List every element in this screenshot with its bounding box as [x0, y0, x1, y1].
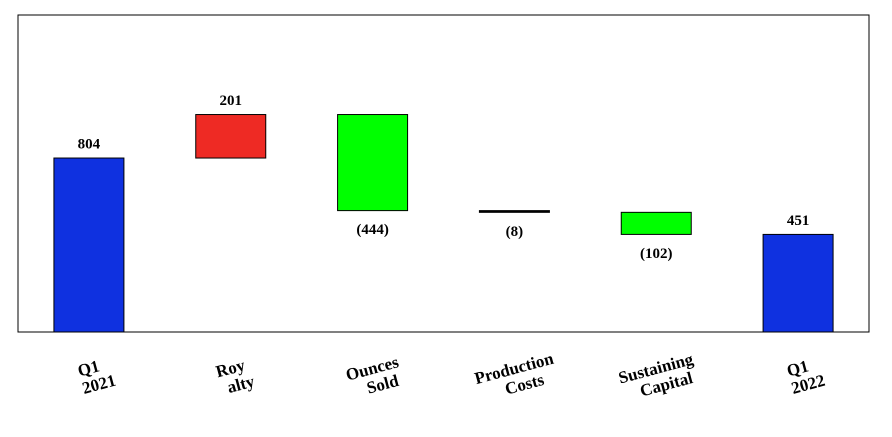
- value-label: 804: [78, 136, 101, 152]
- x-tick-label-line: Q1: [785, 356, 811, 380]
- value-label: (444): [356, 222, 389, 238]
- x-tick-label-line: Q1: [76, 356, 102, 380]
- bar: [762, 233, 834, 333]
- value-label: 451: [787, 213, 810, 229]
- plot-area: [17, 14, 870, 333]
- bar: [620, 211, 692, 235]
- bar: [195, 114, 267, 159]
- bar: [478, 210, 550, 213]
- value-label: (8): [506, 224, 524, 240]
- bar: [53, 157, 125, 333]
- value-label: (102): [640, 246, 673, 262]
- value-label: 201: [220, 93, 243, 109]
- bar: [337, 114, 409, 212]
